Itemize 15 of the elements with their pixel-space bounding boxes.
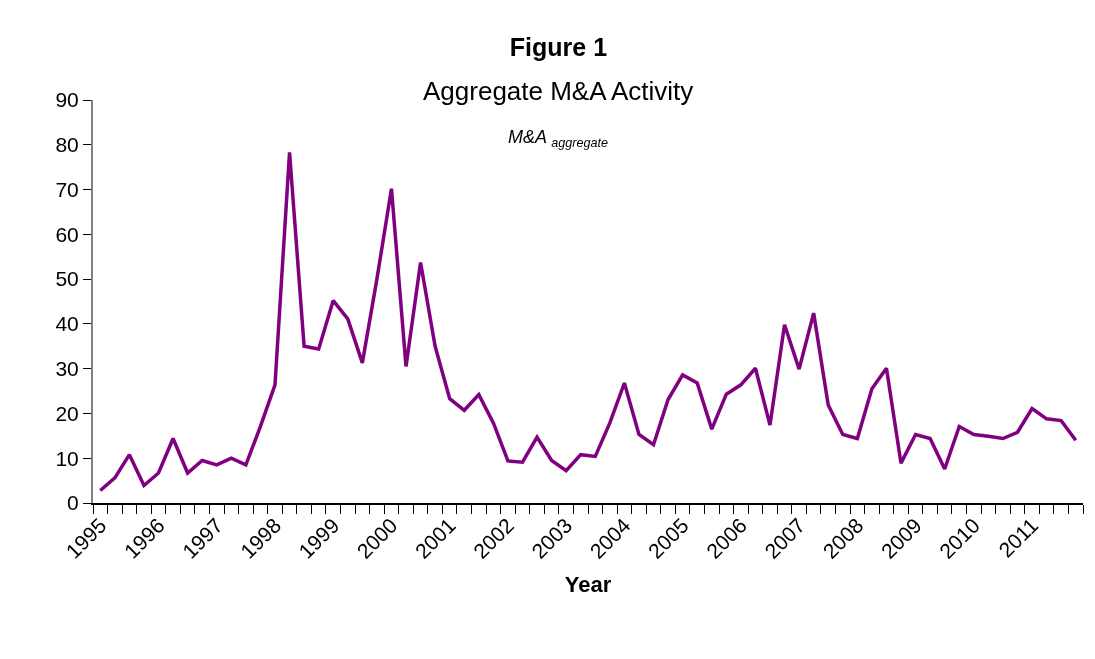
y-tick-label: 10: [55, 446, 79, 470]
y-tick-label: 70: [55, 177, 79, 201]
y-tick-label: 0: [67, 491, 79, 515]
y-tick-label: 90: [55, 88, 79, 112]
y-tick-label: 40: [55, 312, 79, 336]
y-tick-label: 80: [55, 133, 79, 157]
annotation: M&A $_{aggregate}$: [508, 127, 609, 150]
chart-subtitle: Aggregate M&A Activity: [423, 76, 694, 106]
x-axis-title: Year: [564, 572, 612, 598]
line-series: [98, 150, 1078, 493]
y-tick-label: 50: [55, 267, 79, 291]
y-tick-label: 20: [55, 401, 79, 425]
chart-title: Figure 1: [509, 32, 608, 61]
y-tick-label: 30: [55, 357, 79, 381]
y-tick-label: 60: [55, 222, 79, 246]
